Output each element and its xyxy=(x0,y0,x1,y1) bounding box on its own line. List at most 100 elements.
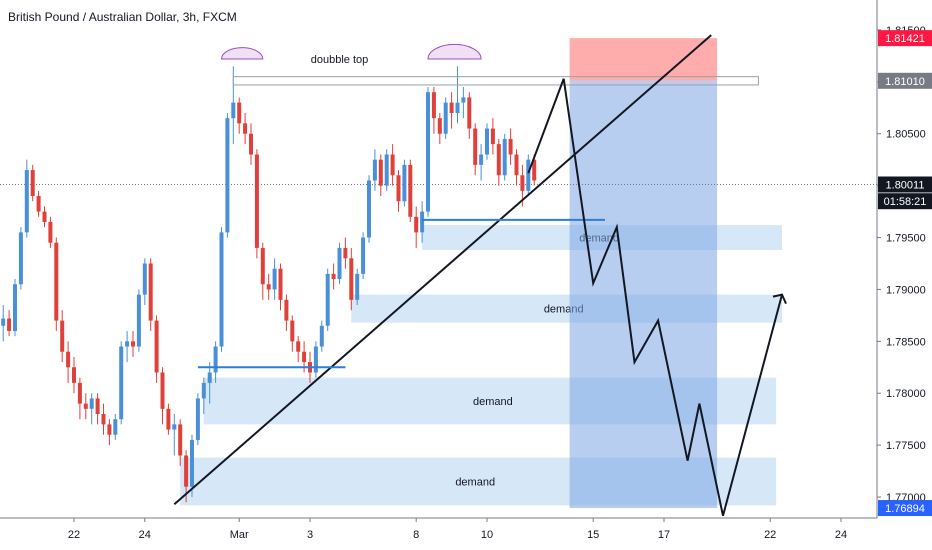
candle xyxy=(272,268,277,290)
resistance-box[interactable] xyxy=(232,76,759,86)
candle xyxy=(7,318,12,331)
y-tick-label: 1.78500 xyxy=(886,336,926,348)
time-axis-panel[interactable] xyxy=(0,518,932,550)
y-tick-label: 1.79000 xyxy=(886,284,926,296)
candle xyxy=(319,325,324,347)
candle xyxy=(72,367,76,383)
candle xyxy=(107,424,112,435)
candle xyxy=(390,154,395,176)
x-tick-label: 22 xyxy=(68,529,80,541)
candle xyxy=(296,341,301,352)
candle xyxy=(325,273,330,326)
candle xyxy=(461,97,466,103)
candle xyxy=(437,118,442,134)
candle xyxy=(95,398,100,415)
price-badge-label: 1.81010 xyxy=(885,76,925,88)
candle xyxy=(355,273,360,300)
demand-zone-label: demand xyxy=(455,476,495,488)
x-tick-label: 22 xyxy=(764,529,776,541)
price-badge xyxy=(878,72,932,89)
candle xyxy=(473,128,478,165)
candle xyxy=(290,320,295,342)
candle xyxy=(532,159,537,181)
candle xyxy=(136,294,141,347)
candle xyxy=(131,341,135,347)
candle xyxy=(101,414,106,425)
candle xyxy=(490,128,495,145)
y-tick-label: 1.78000 xyxy=(886,388,926,400)
candle xyxy=(207,372,212,383)
price-badge-label: 1.81421 xyxy=(885,33,925,45)
candle xyxy=(54,242,59,321)
candle xyxy=(337,247,342,280)
candles xyxy=(1,66,537,503)
candle xyxy=(166,408,171,430)
price-badge xyxy=(878,193,932,210)
price-axis-panel[interactable] xyxy=(877,0,932,550)
candle xyxy=(225,118,230,233)
candle xyxy=(42,211,47,222)
candle xyxy=(178,424,183,456)
candle xyxy=(343,247,348,259)
candle xyxy=(24,170,29,233)
candle xyxy=(414,216,419,233)
candle xyxy=(30,170,35,197)
candle xyxy=(479,154,484,165)
candle xyxy=(431,92,436,119)
candle xyxy=(83,403,88,409)
candle xyxy=(184,455,189,487)
candle xyxy=(231,102,236,119)
candle xyxy=(372,159,377,181)
candle xyxy=(160,372,165,409)
candle xyxy=(408,164,413,217)
candle xyxy=(1,318,6,326)
candle xyxy=(396,175,401,202)
candle xyxy=(213,346,218,373)
price-badge-label: 01:58:21 xyxy=(884,196,927,208)
y-tick-label: 1.77500 xyxy=(886,440,926,452)
candle xyxy=(13,284,17,331)
candle xyxy=(278,268,283,300)
candle xyxy=(254,154,259,248)
candle xyxy=(66,351,71,368)
x-tick-label: 10 xyxy=(481,529,493,541)
candle xyxy=(502,138,507,176)
candle xyxy=(142,263,147,295)
candle xyxy=(36,196,41,212)
price-badge-label: 1.76894 xyxy=(885,503,925,515)
y-tick-label: 1.79500 xyxy=(886,233,926,245)
candle xyxy=(526,159,531,191)
candle xyxy=(520,175,525,191)
candle xyxy=(113,419,118,435)
candle xyxy=(313,346,318,373)
candle xyxy=(349,258,354,300)
price-badge xyxy=(878,30,932,47)
candle xyxy=(467,97,472,129)
candle xyxy=(420,211,425,233)
stop-loss-area[interactable] xyxy=(569,38,718,81)
trendline[interactable] xyxy=(173,34,712,506)
price-badge xyxy=(878,176,932,193)
chart-title: British Pound / Australian Dollar, 3h, F… xyxy=(8,10,237,24)
candle xyxy=(172,424,177,430)
double-top-label: doubble top xyxy=(311,54,369,66)
candle xyxy=(302,351,307,363)
projection-arrowhead xyxy=(772,293,787,305)
x-tick-label: 8 xyxy=(413,529,419,541)
price-badge xyxy=(878,500,932,517)
candle xyxy=(384,154,389,186)
candle xyxy=(195,398,200,440)
double-top-arc[interactable] xyxy=(220,47,264,60)
candle xyxy=(219,232,224,347)
take-profit-area[interactable] xyxy=(569,80,718,509)
candle xyxy=(443,102,448,134)
projection-path[interactable] xyxy=(527,78,783,516)
drawings[interactable]: doubble top xyxy=(173,34,787,516)
candle xyxy=(266,284,271,290)
double-top-arc[interactable] xyxy=(427,43,482,60)
candle xyxy=(77,382,82,404)
candle xyxy=(331,273,336,280)
candle xyxy=(119,346,124,420)
candle xyxy=(508,138,513,155)
